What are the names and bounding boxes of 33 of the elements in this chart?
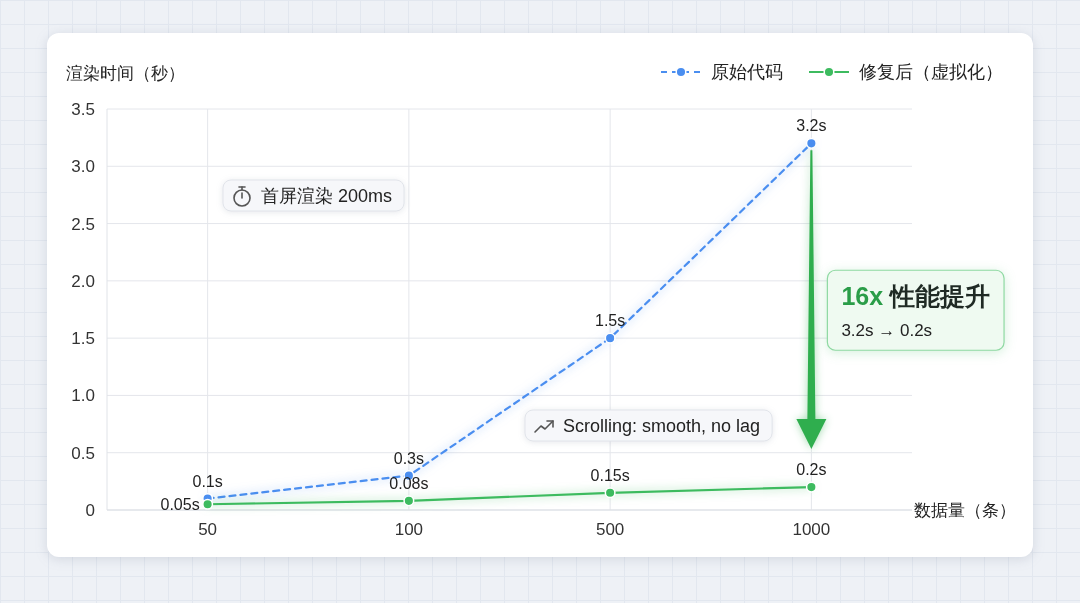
point <box>202 498 214 510</box>
annotation: 首屏渲染 200ms <box>261 186 393 206</box>
data-label: 3.2s <box>796 117 827 135</box>
data-label: 1.5s <box>595 312 626 330</box>
y-tick-label: 0 <box>85 501 95 520</box>
y-tick-label: 3.5 <box>71 100 95 119</box>
y-tick-label: 0.5 <box>71 443 95 463</box>
legend-label: 修复后（虚拟化） <box>859 62 1003 82</box>
y-tick-label: 1.0 <box>71 386 95 406</box>
legend-label: 原始代码 <box>711 62 783 82</box>
annotation: 16x 性能提升 <box>841 282 991 311</box>
y-tick-label: 1.5 <box>71 329 95 349</box>
y-tick-label: 2.0 <box>71 271 95 291</box>
data-label: 0.3s <box>393 449 424 467</box>
point <box>604 332 616 344</box>
data-label: 0.05s <box>160 496 200 514</box>
x-axis-title: 数据量（条） <box>914 501 1016 520</box>
y-tick-label: 2.5 <box>71 214 95 234</box>
data-label: 0.1s <box>192 472 223 490</box>
x-tick-label: 50 <box>198 520 218 539</box>
x-tick-label: 1000 <box>792 520 831 539</box>
data-label: 0.2s <box>796 461 827 479</box>
x-tick-label: 500 <box>595 520 625 539</box>
point <box>805 481 817 493</box>
annotation: 3.2s → 0.2s <box>841 321 933 341</box>
point <box>403 495 415 507</box>
point <box>604 487 616 499</box>
data-label: 0.15s <box>590 466 630 484</box>
x-tick-label: 100 <box>394 520 424 539</box>
y-tick-label: 3.0 <box>71 157 95 177</box>
annotation: Scrolling: smooth, no lag <box>563 416 761 436</box>
y-axis-title: 渲染时间（秒） <box>66 64 185 83</box>
data-label: 0.08s <box>389 474 429 492</box>
